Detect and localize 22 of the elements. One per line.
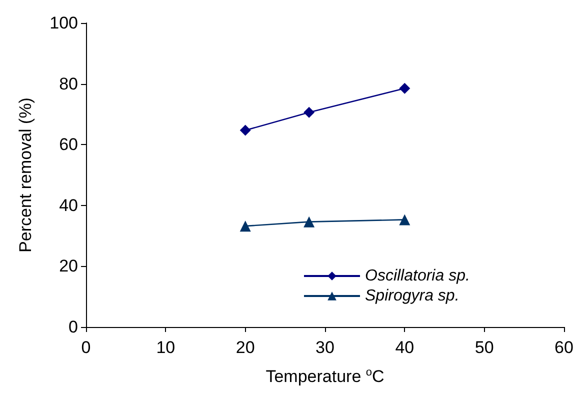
y-tick-label: 40 <box>59 196 78 215</box>
x-tick-label: 30 <box>316 338 334 357</box>
x-tick-label: 50 <box>474 338 494 357</box>
y-tick-label: 80 <box>59 74 78 94</box>
y-tick-label: 0 <box>68 318 78 336</box>
x-tick-label: 20 <box>236 338 255 357</box>
x-tick-label: 40 <box>395 338 414 357</box>
legend-label: Oscillatoria sp. <box>365 268 470 284</box>
x-tick-label: 60 <box>554 338 574 357</box>
y-tick-label: 100 <box>50 14 78 32</box>
y-axis-title: Percent removal (%) <box>16 98 35 252</box>
point <box>399 82 410 94</box>
point <box>304 216 315 228</box>
y-tick-label: 20 <box>59 256 78 276</box>
y-tick-label: 60 <box>59 135 78 154</box>
x-tick-label: 10 <box>156 338 176 357</box>
point <box>240 220 251 232</box>
point <box>399 214 410 226</box>
point <box>240 124 251 136</box>
point <box>304 106 315 118</box>
x-tick-label: 0 <box>81 338 91 357</box>
legend-label: Spirogyra sp. <box>365 288 460 304</box>
